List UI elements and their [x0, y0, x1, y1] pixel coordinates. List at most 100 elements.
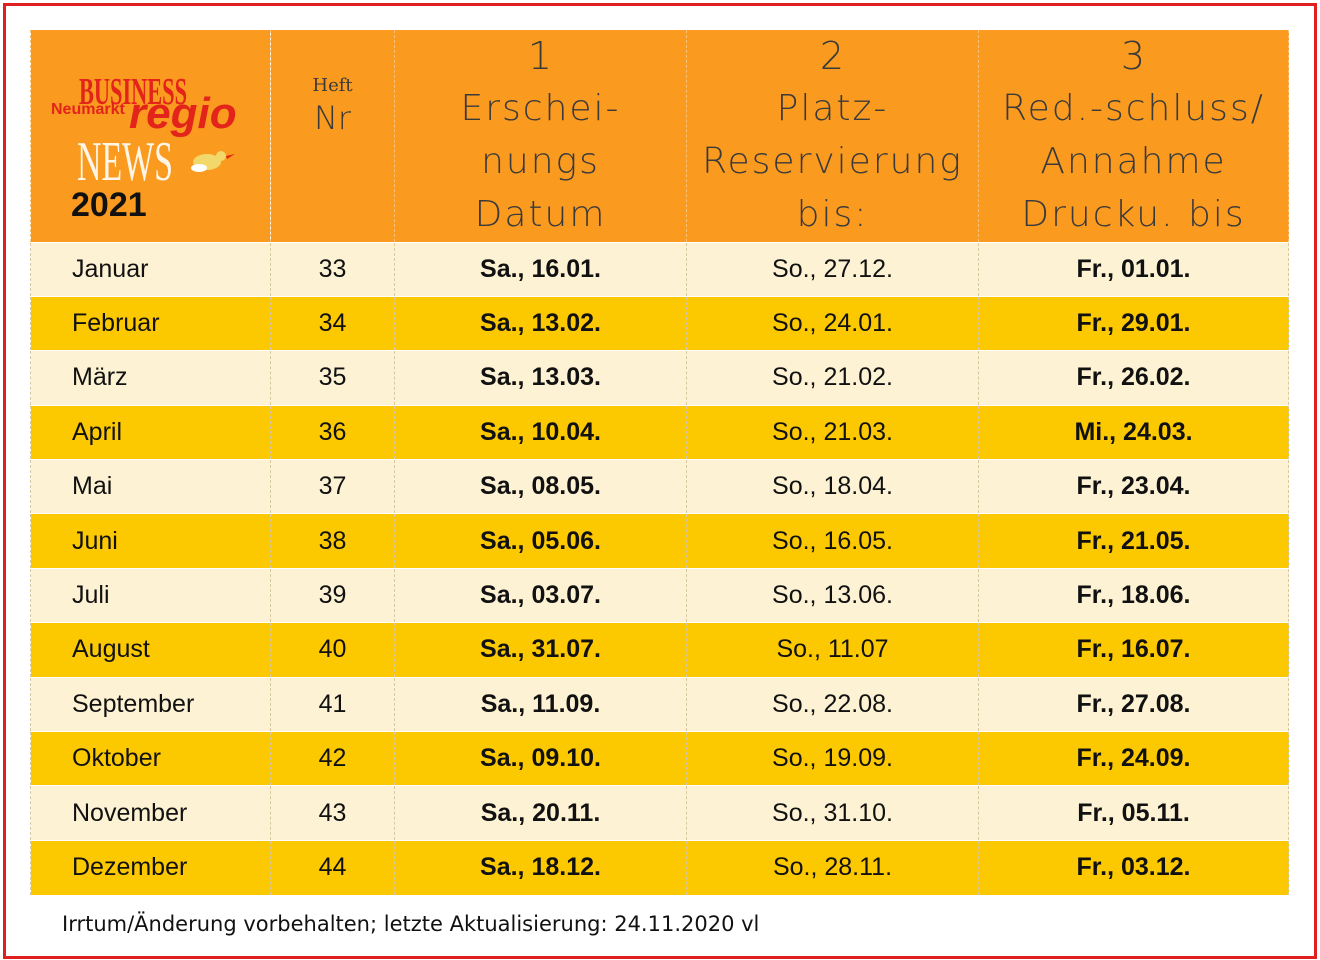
table-row: Juli 39 Sa., 03.07. So., 13.06. Fr., 18.…: [30, 567, 1289, 623]
logo-bird-icon: [191, 151, 235, 172]
month-cell: Oktober: [30, 731, 271, 786]
month-cell: September: [30, 676, 271, 732]
reservation-date-cell: So., 24.01.: [686, 295, 979, 351]
reservation-date-cell: So., 11.07: [686, 622, 979, 678]
table-row: November 43 Sa., 20.11. So., 31.10. Fr.,…: [30, 785, 1289, 841]
table-row: Februar 34 Sa., 13.02. So., 24.01. Fr., …: [30, 295, 1289, 351]
deadline-date-cell: Fr., 27.08.: [978, 676, 1289, 732]
reservation-date-cell: So., 18.04.: [686, 459, 979, 514]
reservation-date-cell: So., 28.11.: [686, 839, 979, 895]
deadline-date-cell: Fr., 21.05.: [978, 513, 1289, 569]
column-number: 2: [819, 34, 846, 79]
reservation-date-cell: So., 31.10.: [686, 785, 979, 841]
reservation-date-cell: So., 16.05.: [686, 513, 979, 569]
month-cell: Juli: [30, 567, 271, 623]
issue-number-cell: 42: [270, 731, 395, 786]
issue-number-cell: 38: [270, 513, 395, 569]
publication-date-cell: Sa., 16.01.: [394, 241, 687, 297]
column-number: 1: [527, 34, 554, 79]
issue-number-cell: 35: [270, 350, 395, 406]
month-cell: Januar: [30, 241, 271, 297]
schedule-table: BUSINESS Neumarkt regio NEWS 2021 Heft: [30, 30, 1289, 895]
header-row: BUSINESS Neumarkt regio NEWS 2021 Heft: [30, 30, 1289, 242]
publication-date-cell: Sa., 13.03.: [394, 350, 687, 406]
table-row: Dezember 44 Sa., 18.12. So., 28.11. Fr.,…: [30, 839, 1289, 895]
header-line: Red.-schluss/: [1002, 88, 1265, 130]
month-cell: April: [30, 404, 271, 460]
reservation-date-cell: So., 21.03.: [686, 404, 979, 460]
publication-date-cell: Sa., 11.09.: [394, 676, 687, 732]
logo-news-text: NEWS: [77, 131, 173, 192]
month-cell: Mai: [30, 459, 271, 514]
deadline-date-cell: Fr., 05.11.: [978, 785, 1289, 841]
header-line: Drucku. bis: [1021, 194, 1246, 236]
publication-date-cell: Sa., 31.07.: [394, 622, 687, 678]
table-row: August 40 Sa., 31.07. So., 11.07 Fr., 16…: [30, 622, 1289, 678]
publication-date-cell: Sa., 10.04.: [394, 404, 687, 460]
logo-business-text: BUSINESS: [79, 71, 187, 113]
logo-neumarkt-text: Neumarkt: [51, 101, 125, 118]
logo-regio-text: regio: [129, 89, 237, 138]
issue-number-cell: 40: [270, 622, 395, 678]
table-row: Mai 37 Sa., 08.05. So., 18.04. Fr., 23.0…: [30, 459, 1289, 514]
publication-date-cell: Sa., 13.02.: [394, 295, 687, 351]
table-row: Oktober 42 Sa., 09.10. So., 19.09. Fr., …: [30, 731, 1289, 786]
year-label: 2021: [71, 186, 147, 224]
issue-number-cell: 36: [270, 404, 395, 460]
table-row: April 36 Sa., 10.04. So., 21.03. Mi., 24…: [30, 404, 1289, 460]
header-line: bis:: [796, 194, 869, 236]
issue-number-cell: 43: [270, 785, 395, 841]
publication-date-cell: Sa., 20.11.: [394, 785, 687, 841]
reservierung-header: 2 Platz- Reservierung bis:: [686, 30, 979, 242]
business-regio-news-logo: BUSINESS Neumarkt regio NEWS: [51, 71, 237, 192]
deadline-date-cell: Fr., 29.01.: [978, 295, 1289, 351]
nr-label: Nr: [313, 98, 352, 137]
issue-number-cell: 44: [270, 839, 395, 895]
reservation-date-cell: So., 27.12.: [686, 241, 979, 297]
deadline-date-cell: Mi., 24.03.: [978, 404, 1289, 460]
page-frame: [3, 3, 1317, 959]
reservation-date-cell: So., 21.02.: [686, 350, 979, 406]
publication-date-cell: Sa., 18.12.: [394, 839, 687, 895]
deadline-date-cell: Fr., 16.07.: [978, 622, 1289, 678]
heft-label: Heft: [312, 74, 353, 96]
column-number: 3: [1120, 34, 1147, 79]
issue-number-cell: 34: [270, 295, 395, 351]
deadline-date-cell: Fr., 24.09.: [978, 731, 1289, 786]
deadline-date-cell: Fr., 23.04.: [978, 459, 1289, 514]
header-line: Platz-: [776, 88, 889, 130]
redaktionsschluss-header: 3 Red.-schluss/ Annahme Drucku. bis: [978, 30, 1289, 242]
deadline-date-cell: Fr., 01.01.: [978, 241, 1289, 297]
reservation-date-cell: So., 22.08.: [686, 676, 979, 732]
erscheinung-header: 1 Erschei- nungs Datum: [394, 30, 687, 242]
issue-number-cell: 41: [270, 676, 395, 732]
month-cell: Februar: [30, 295, 271, 351]
month-cell: Dezember: [30, 839, 271, 895]
header-line: Datum: [474, 194, 607, 236]
logo-cell: BUSINESS Neumarkt regio NEWS 2021: [30, 30, 271, 242]
table-row: Januar 33 Sa., 16.01. So., 27.12. Fr., 0…: [30, 241, 1289, 297]
heft-nr-header: Heft Nr: [270, 30, 395, 242]
month-cell: März: [30, 350, 271, 406]
deadline-date-cell: Fr., 03.12.: [978, 839, 1289, 895]
reservation-date-cell: So., 13.06.: [686, 567, 979, 623]
month-cell: November: [30, 785, 271, 841]
publication-date-cell: Sa., 05.06.: [394, 513, 687, 569]
issue-number-cell: 33: [270, 241, 395, 297]
issue-number-cell: 37: [270, 459, 395, 514]
table-row: März 35 Sa., 13.03. So., 21.02. Fr., 26.…: [30, 350, 1289, 406]
month-cell: Juni: [30, 513, 271, 569]
footnote: Irrtum/Änderung vorbehalten; letzte Aktu…: [62, 912, 760, 936]
issue-number-cell: 39: [270, 567, 395, 623]
month-cell: August: [30, 622, 271, 678]
publication-date-cell: Sa., 09.10.: [394, 731, 687, 786]
header-line: Erschei-: [460, 88, 621, 130]
header-line: Annahme: [1040, 141, 1227, 183]
publication-date-cell: Sa., 08.05.: [394, 459, 687, 514]
header-line: nungs: [481, 141, 600, 183]
publication-date-cell: Sa., 03.07.: [394, 567, 687, 623]
header-line: Reservierung: [702, 141, 963, 183]
deadline-date-cell: Fr., 26.02.: [978, 350, 1289, 406]
table-row: September 41 Sa., 11.09. So., 22.08. Fr.…: [30, 676, 1289, 732]
deadline-date-cell: Fr., 18.06.: [978, 567, 1289, 623]
